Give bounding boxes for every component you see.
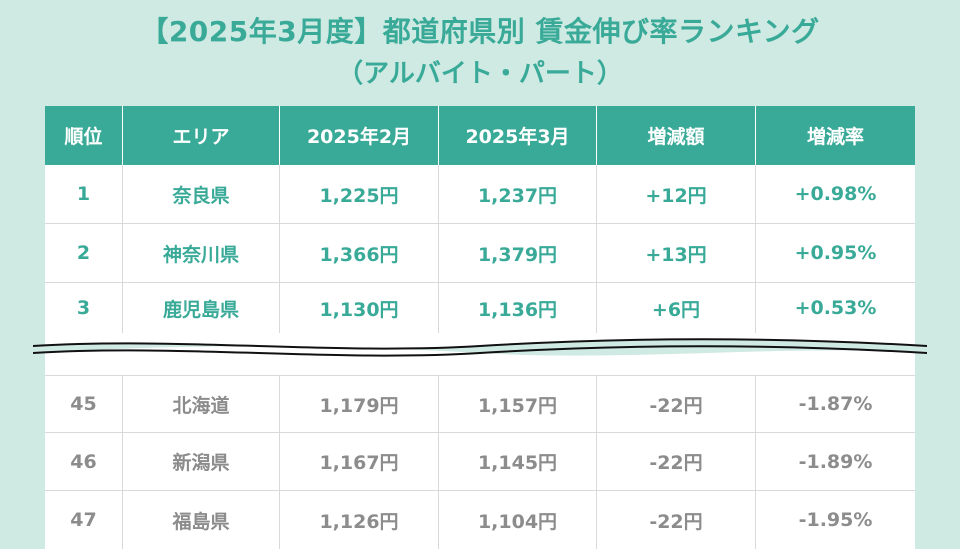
table-row: 47 福島県 1,126円 1,104円 -22円 -1.95% (45, 491, 915, 549)
table-row: 2 神奈川県 1,366円 1,379円 +13円 +0.95% (45, 224, 915, 283)
change-rate-cell: +0.53% (794, 297, 877, 319)
feb-cell: 1,130円 (280, 283, 439, 333)
area-cell: 福島県 (123, 491, 280, 549)
ranking-table: 順位 エリア 2025年2月 2025年3月 増減額 増減率 1 奈良県 1,2… (33, 106, 927, 549)
header-rank: 順位 (45, 106, 123, 165)
change-rate-cell: -1.95% (798, 509, 873, 531)
mar-cell: 1,136円 (439, 283, 597, 333)
change-amount-cell: +12円 (597, 165, 756, 224)
rank-cell: 1 (45, 165, 123, 224)
title-line-1: 【2025年3月度】都道府県別 賃金伸び率ランキング (140, 15, 820, 48)
change-rate-cell: +0.95% (756, 224, 915, 283)
header-area: エリア (123, 106, 280, 165)
change-rate-cell: -1.87% (756, 375, 915, 433)
feb-cell: 1,366円 (280, 224, 439, 283)
title-line-2: （アルバイト・パート） (337, 59, 623, 89)
rank-cell: 3 (45, 283, 123, 333)
page-title: 【2025年3月度】都道府県別 賃金伸び率ランキング （アルバイト・パート） (0, 10, 960, 94)
change-amount-cell: +13円 (597, 224, 756, 283)
feb-cell: 1,126円 (280, 491, 439, 549)
feb-cell: 1,179円 (280, 375, 439, 433)
mar-cell: 1,237円 (439, 165, 597, 224)
change-amount-cell: -22円 (597, 375, 756, 433)
area-cell: 新潟県 (123, 433, 280, 491)
mar-cell: 1,104円 (439, 491, 597, 549)
table-row: 3 鹿児島県 1,130円 1,136円 +6円 +0.53% (45, 283, 915, 333)
header-change-rate: 増減率 (756, 106, 915, 165)
rank-cell: 47 (45, 491, 123, 549)
break-wave-icon (33, 338, 927, 357)
change-amount-cell: -22円 (597, 491, 756, 549)
table-row: 46 新潟県 1,167円 1,145円 -22円 -1.89% (45, 433, 915, 491)
table-header-row: 順位 エリア 2025年2月 2025年3月 増減額 増減率 (45, 106, 915, 165)
mar-cell: 1,379円 (439, 224, 597, 283)
feb-cell: 1,225円 (280, 165, 439, 224)
rank-cell: 45 (45, 375, 123, 433)
change-rate-cell: -1.89% (756, 433, 915, 491)
change-rate-cell: +0.98% (756, 165, 915, 224)
feb-cell: 1,167円 (280, 433, 439, 491)
header-mar: 2025年3月 (439, 106, 597, 165)
mar-cell: 1,157円 (439, 375, 597, 433)
change-amount-cell: +6円 (597, 283, 756, 333)
area-cell: 神奈川県 (123, 224, 280, 283)
header-feb: 2025年2月 (280, 106, 439, 165)
table-row: 1 奈良県 1,225円 1,237円 +12円 +0.98% (45, 165, 915, 224)
area-cell: 北海道 (123, 375, 280, 433)
table-row: 45 北海道 1,179円 1,157円 -22円 -1.87% (45, 375, 915, 433)
rank-cell: 2 (45, 224, 123, 283)
area-cell: 奈良県 (123, 165, 280, 224)
area-cell: 鹿児島県 (123, 283, 280, 333)
header-change-amount: 増減額 (597, 106, 756, 165)
rank-cell: 46 (45, 433, 123, 491)
table-break (33, 333, 927, 375)
mar-cell: 1,145円 (439, 433, 597, 491)
change-amount-cell: -22円 (597, 433, 756, 491)
